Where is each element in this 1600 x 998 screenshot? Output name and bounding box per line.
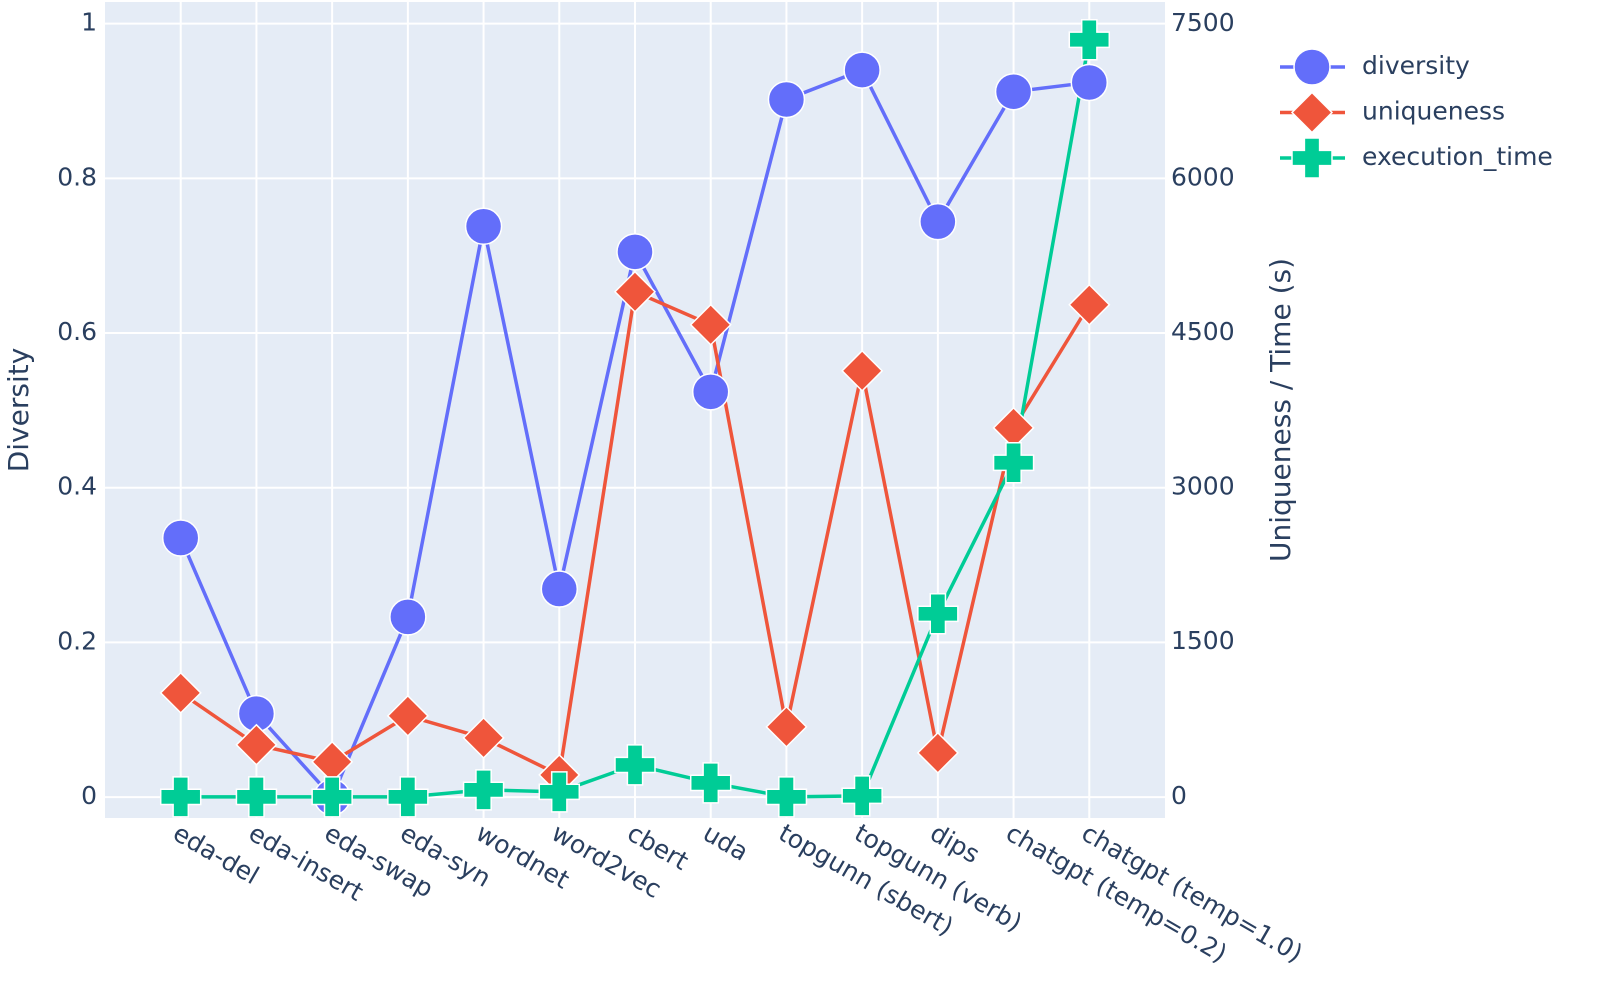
marker (689, 303, 732, 346)
y2-tick-label: 4500 (1171, 317, 1235, 346)
marker (1291, 137, 1333, 179)
marker (1068, 18, 1111, 61)
y-tick-label: 0.8 (57, 162, 97, 191)
y2-tick-label: 6000 (1171, 162, 1235, 191)
marker (1068, 283, 1111, 326)
marker (616, 233, 654, 271)
marker (613, 270, 657, 313)
y2-axis-title: Uniqueness / Time (s) (1264, 258, 1297, 562)
marker (767, 80, 806, 119)
marker (387, 776, 429, 818)
marker (614, 744, 656, 786)
legend: diversity uniqueness execution_time (1280, 48, 1553, 179)
marker (916, 731, 959, 774)
y2-tick-label: 3000 (1171, 472, 1235, 501)
marker (841, 349, 884, 392)
marker (917, 593, 959, 635)
y-tick-label: 1 (81, 8, 97, 37)
y-tick-label: 0.4 (57, 472, 97, 501)
x-tick-label: uda (698, 818, 753, 867)
plot (159, 18, 1111, 818)
marker (919, 202, 957, 241)
marker (765, 705, 808, 748)
y-tick-label: 0 (81, 781, 97, 810)
marker (159, 776, 202, 818)
y2-tick-label: 1500 (1171, 626, 1235, 655)
marker (311, 776, 353, 818)
marker (841, 775, 883, 817)
marker (1293, 48, 1331, 86)
marker (689, 762, 732, 804)
marker (235, 723, 278, 766)
marker (540, 570, 579, 608)
y2-tick-label: 0 (1171, 781, 1187, 810)
marker (159, 671, 202, 714)
marker (992, 442, 1035, 484)
marker (691, 373, 730, 411)
marker (843, 51, 881, 89)
x-tick-label: eda-del (168, 818, 264, 890)
legend-label: uniqueness (1362, 97, 1505, 126)
marker (464, 207, 503, 246)
marker (462, 769, 505, 811)
marker (765, 776, 808, 818)
marker (386, 694, 429, 737)
marker (994, 72, 1033, 111)
y-tick-label: 0.2 (57, 626, 97, 655)
marker (462, 716, 505, 759)
legend-label: diversity (1362, 51, 1470, 80)
marker (235, 776, 278, 818)
marker (389, 598, 427, 636)
marker (161, 519, 200, 557)
y-tick-label: 0.6 (57, 317, 97, 346)
legend-label: execution_time (1362, 142, 1553, 171)
y2-tick-label: 7500 (1171, 8, 1235, 37)
marker (1070, 63, 1109, 102)
marker (538, 771, 581, 813)
y-axis-title: Diversity (2, 348, 35, 473)
marker (1290, 91, 1334, 134)
